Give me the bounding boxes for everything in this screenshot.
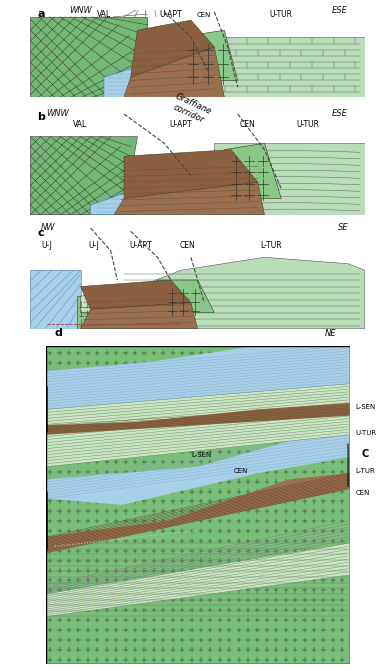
Text: c: c bbox=[37, 228, 44, 238]
Text: L-SEN: L-SEN bbox=[192, 452, 212, 458]
Text: ESE: ESE bbox=[332, 7, 348, 15]
Text: U-TUR: U-TUR bbox=[296, 120, 320, 129]
Polygon shape bbox=[30, 225, 365, 329]
Text: CEN: CEN bbox=[234, 468, 249, 474]
Text: NE: NE bbox=[325, 329, 337, 338]
Text: U-APT: U-APT bbox=[130, 240, 152, 250]
Polygon shape bbox=[114, 257, 365, 329]
Polygon shape bbox=[77, 297, 114, 329]
Text: NW: NW bbox=[40, 223, 55, 231]
Text: U-J: U-J bbox=[42, 240, 52, 250]
Text: ESE: ESE bbox=[332, 109, 348, 117]
Polygon shape bbox=[157, 280, 214, 313]
Polygon shape bbox=[46, 544, 350, 617]
Polygon shape bbox=[214, 143, 365, 215]
Text: VAL: VAL bbox=[73, 120, 88, 129]
Text: U-APT: U-APT bbox=[160, 11, 182, 19]
Polygon shape bbox=[114, 183, 264, 215]
Text: WNW: WNW bbox=[46, 109, 68, 117]
Text: L-TUR: L-TUR bbox=[260, 240, 282, 250]
Polygon shape bbox=[81, 303, 198, 329]
Text: CEN: CEN bbox=[197, 13, 212, 18]
Text: d: d bbox=[55, 328, 63, 338]
Text: WNW: WNW bbox=[69, 7, 92, 15]
Text: U-TUR: U-TUR bbox=[356, 430, 377, 435]
Text: b: b bbox=[37, 113, 45, 123]
Polygon shape bbox=[124, 150, 258, 199]
Polygon shape bbox=[46, 346, 350, 664]
Polygon shape bbox=[46, 403, 350, 435]
Polygon shape bbox=[131, 20, 214, 77]
Text: CEN: CEN bbox=[180, 240, 195, 250]
Polygon shape bbox=[124, 47, 224, 97]
Polygon shape bbox=[30, 17, 147, 97]
Polygon shape bbox=[46, 435, 350, 505]
Polygon shape bbox=[46, 384, 350, 467]
Polygon shape bbox=[30, 10, 365, 97]
Polygon shape bbox=[46, 473, 350, 553]
Text: L-SEN: L-SEN bbox=[90, 301, 109, 305]
Text: VAL: VAL bbox=[97, 11, 111, 19]
Polygon shape bbox=[224, 143, 281, 199]
Polygon shape bbox=[30, 111, 365, 215]
Text: CEN: CEN bbox=[240, 120, 256, 129]
Text: U-J: U-J bbox=[89, 240, 100, 250]
Polygon shape bbox=[81, 280, 191, 309]
Text: L-SEN: L-SEN bbox=[356, 405, 376, 410]
Text: C: C bbox=[362, 449, 369, 459]
Polygon shape bbox=[104, 64, 147, 97]
Polygon shape bbox=[81, 290, 124, 313]
Polygon shape bbox=[30, 137, 138, 215]
Text: SE: SE bbox=[337, 223, 348, 231]
Text: a: a bbox=[37, 9, 44, 19]
Polygon shape bbox=[30, 270, 81, 329]
Text: U-APT: U-APT bbox=[169, 120, 192, 129]
Text: L-TUR: L-TUR bbox=[356, 468, 375, 474]
Text: U-TUR: U-TUR bbox=[270, 11, 293, 19]
Text: CEN: CEN bbox=[356, 491, 370, 497]
Polygon shape bbox=[46, 346, 350, 409]
Polygon shape bbox=[181, 30, 238, 81]
Polygon shape bbox=[90, 189, 138, 215]
Text: Graffiane
corridor: Graffiane corridor bbox=[169, 92, 213, 125]
Polygon shape bbox=[198, 37, 365, 97]
